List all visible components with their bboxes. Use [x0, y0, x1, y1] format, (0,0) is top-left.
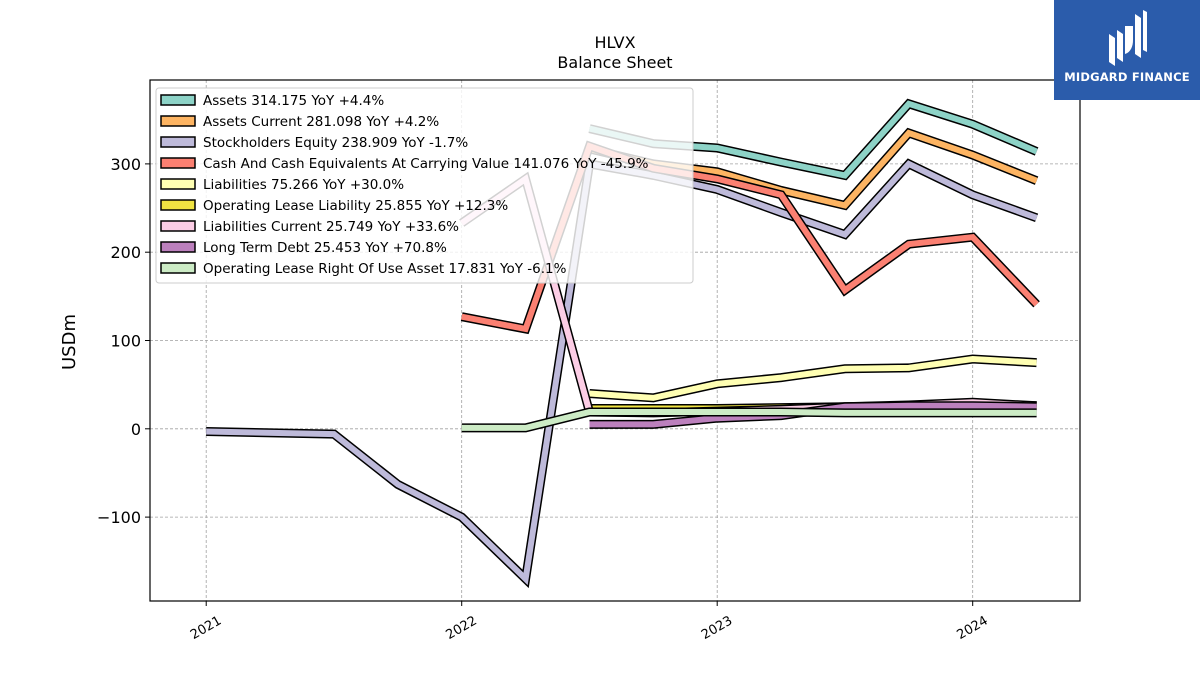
series-line-operating-lease-right-of-use-asset: [461, 409, 1037, 431]
legend-entry: Cash And Cash Equivalents At Carrying Va…: [203, 156, 649, 172]
legend-swatch: [160, 157, 196, 169]
legend-swatch: [160, 199, 196, 211]
brand-logo: MIDGARD FINANCE: [1054, 0, 1200, 100]
x-tick-label: 2022: [444, 613, 480, 643]
x-tick-label: 2021: [188, 613, 224, 643]
legend: Assets 314.175 YoY +4.4% Assets Current 2…: [155, 87, 694, 284]
legend-swatch: [160, 115, 196, 127]
logo-text: MIDGARD FINANCE: [1064, 70, 1190, 84]
chart-subtitle: Balance Sheet: [557, 53, 672, 72]
legend-entry: Long Term Debt 25.453 YoY +70.8%: [203, 240, 447, 256]
y-tick-label: 0: [131, 420, 141, 439]
series-line-liabilities: [589, 355, 1037, 401]
legend-entry: Assets 314.175 YoY +4.4%: [203, 93, 384, 109]
y-tick-label: 100: [110, 332, 141, 351]
y-tick-label: 300: [110, 155, 141, 174]
x-tick-label: 2024: [955, 613, 991, 643]
logo-mark-icon: [1109, 10, 1147, 66]
x-tick-label: 2023: [699, 613, 735, 643]
legend-entry: Liabilities Current 25.749 YoY +33.6%: [203, 219, 459, 235]
legend-swatch: [160, 262, 196, 274]
legend-entry: Operating Lease Right Of Use Asset 17.83…: [203, 261, 567, 277]
series-outline-liabilities: [589, 354, 1037, 403]
y-tick-label: 200: [110, 243, 141, 262]
y-axis-label: USDm: [59, 314, 80, 370]
legend-entry: Liabilities 75.266 YoY +30.0%: [203, 177, 404, 193]
legend-swatch: [160, 136, 196, 148]
legend-swatch: [160, 178, 196, 190]
legend-entry: Assets Current 281.098 YoY +4.2%: [203, 114, 439, 130]
legend-swatch: [160, 220, 196, 232]
legend-entry: Stockholders Equity 238.909 YoY -1.7%: [203, 135, 468, 151]
legend-swatch: [160, 94, 196, 106]
legend-swatch: [160, 241, 196, 253]
y-tick-label: −100: [97, 508, 141, 527]
chart-title: HLVX: [594, 33, 635, 52]
legend-entry: Operating Lease Liability 25.855 YoY +12…: [203, 198, 508, 214]
legend-box: [155, 87, 694, 284]
